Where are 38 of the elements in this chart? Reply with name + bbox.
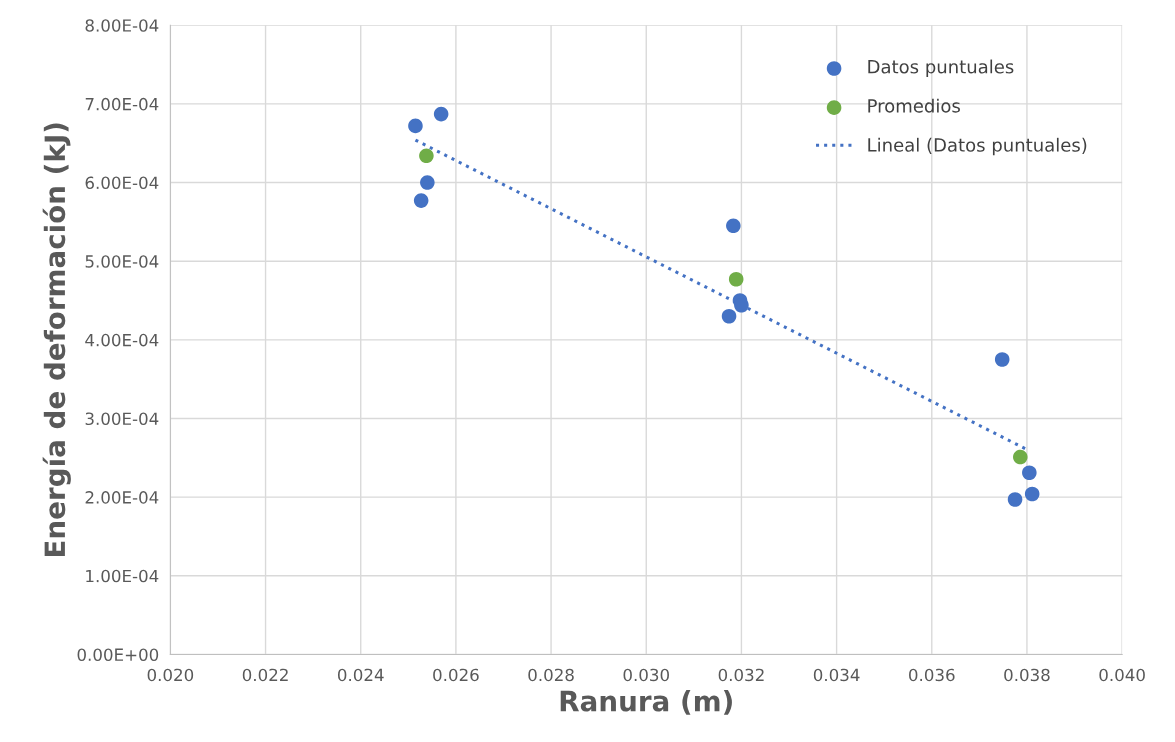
x-tick-label: 0.036 <box>909 668 955 682</box>
x-tick-label: 0.020 <box>147 668 194 682</box>
y-tick-label: 7.00E-04 <box>85 97 159 111</box>
x-tick-label: 0.030 <box>623 668 669 682</box>
x-tick-label: 0.028 <box>528 668 574 682</box>
point <box>721 308 737 324</box>
x-axis-title: Ranura (m) <box>560 690 732 715</box>
x-tick-label: 0.038 <box>1004 668 1050 682</box>
point <box>726 218 741 234</box>
point <box>1024 486 1040 502</box>
point <box>419 148 434 164</box>
legend-label: Datos puntuales <box>868 59 1014 78</box>
legend-label: Promedios <box>868 98 960 113</box>
point <box>408 118 423 134</box>
x-tick-label: 0.026 <box>433 668 479 682</box>
point <box>1007 492 1023 507</box>
y-axis-title: Energía de deformación (kJ) <box>42 123 71 557</box>
x-tick-label: 0.034 <box>813 668 860 682</box>
y-tick-label: 3.00E-04 <box>85 412 159 426</box>
point <box>413 193 429 208</box>
x-tick-label: 0.032 <box>718 668 764 682</box>
point <box>1022 465 1037 481</box>
point <box>728 271 744 287</box>
y-tick-label: 5.00E-04 <box>85 255 159 268</box>
y-tick-label: 8.00E-04 <box>85 19 159 32</box>
point <box>420 175 435 190</box>
y-tick-label: 2.00E-04 <box>85 491 159 504</box>
y-tick-label: 1.00E-04 <box>86 569 159 583</box>
point <box>994 352 1010 367</box>
point <box>433 106 449 122</box>
y-tick-label: 4.00E-04 <box>85 333 159 347</box>
point <box>1013 449 1028 465</box>
y-tick-label: 6.00E-04 <box>85 176 159 190</box>
x-tick-label: 0.022 <box>242 668 288 682</box>
x-tick-label: 0.040 <box>1099 668 1145 682</box>
x-tick-label: 0.024 <box>337 668 384 682</box>
legend-label: Lineal (Datos puntuales) <box>868 137 1087 156</box>
y-tick-label: 0.00E+00 <box>77 648 159 662</box>
